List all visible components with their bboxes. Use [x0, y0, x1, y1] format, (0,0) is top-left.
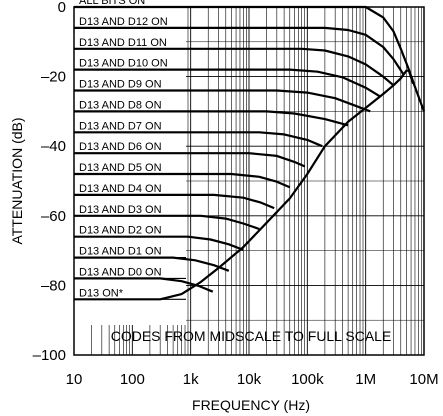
y-axis-title: ATTENUATION (dB) — [9, 117, 25, 244]
grid — [74, 7, 424, 355]
series-label: D13 AND D1 ON — [79, 246, 162, 258]
series-label: D13 AND D0 ON — [79, 266, 162, 278]
x-axis-title: FREQUENCY (Hz) — [192, 397, 310, 413]
series-label: D13 AND D11 ON — [79, 37, 167, 49]
y-tick-label: –40 — [41, 138, 66, 155]
x-tick-label: 10k — [237, 371, 262, 388]
series-curve — [74, 152, 306, 168]
x-tick-label: 100k — [291, 371, 324, 388]
series-label: D13 AND D3 ON — [79, 204, 162, 216]
label-band — [74, 7, 186, 325]
x-tick-label: 1M — [355, 371, 376, 388]
series-label: D13 ON* — [79, 287, 124, 299]
y-tick-label: 0 — [58, 0, 66, 16]
series-label: D13 AND D4 ON — [79, 183, 162, 195]
codes-annotation: CODES FROM MIDSCALE TO FULL SCALE — [111, 328, 392, 344]
series-label: D13 AND D12 ON — [79, 16, 168, 28]
series-curve — [74, 69, 415, 301]
y-tick-label: –20 — [41, 69, 66, 86]
series-curve — [74, 26, 405, 76]
y-tick-label: –60 — [41, 208, 66, 225]
series-labels: ALL BITS ON D13 AND D12 ON D13 AND D11 ON D… — [74, 0, 186, 300]
series-curve — [74, 131, 323, 148]
series-label: D13 AND D5 ON — [79, 162, 162, 174]
x-tick-label: 10M — [409, 371, 438, 388]
series-label: D13 AND D7 ON — [79, 120, 162, 132]
y-tick-labels: 0 –20 –40 –60 –80 –100 — [33, 0, 66, 364]
series-label: D13 AND D9 ON — [79, 79, 162, 91]
x-tick-label: 1k — [183, 371, 199, 388]
series-curve — [74, 89, 371, 113]
series-label: D13 AND D2 ON — [79, 225, 162, 237]
plot-frame — [73, 6, 425, 356]
series-label: D13 AND D10 ON — [79, 58, 168, 70]
series-label: ALL BITS ON — [79, 0, 145, 7]
x-tick-label: 10 — [66, 371, 83, 388]
x-tick-labels: 10 100 1k 10k 100k 1M 10M — [66, 371, 439, 388]
series-curve — [74, 110, 349, 127]
series-curves — [74, 5, 426, 301]
series-curve — [74, 47, 395, 87]
y-tick-label: –80 — [41, 277, 66, 294]
series-label: D13 AND D6 ON — [79, 141, 162, 153]
series-label: D13 AND D8 ON — [79, 99, 162, 111]
series-curve — [74, 68, 382, 98]
y-tick-label: –100 — [33, 347, 66, 364]
series-curve — [74, 5, 426, 112]
x-tick-label: 100 — [120, 371, 145, 388]
